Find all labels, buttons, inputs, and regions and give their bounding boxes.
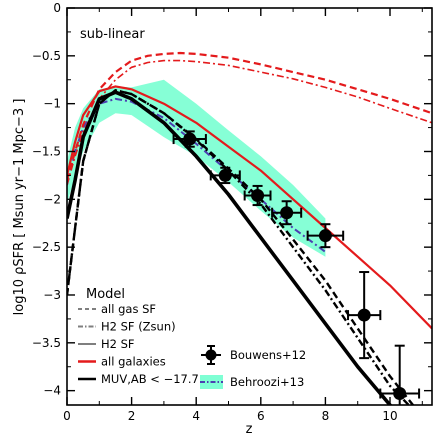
series-line-3 [67, 90, 393, 405]
x-tick-label-1: 2 [128, 409, 136, 423]
legend-model-label-3: all galaxies [101, 355, 166, 369]
legend-bouwens-marker [205, 349, 217, 361]
x-tick-label-4: 8 [322, 409, 330, 423]
y-tick-label-5: −2.5 [32, 240, 61, 254]
bouwens-points-layer [172, 130, 421, 405]
plot-frame [66, 7, 433, 406]
x-tick-label-3: 6 [257, 409, 265, 423]
y-tick-label-8: −4 [43, 384, 61, 398]
panel-label: sub-linear [80, 27, 145, 42]
y-tick-label-0: 0 [53, 1, 61, 15]
bouwens-point-5 [357, 308, 371, 322]
x-tick-label-0: 0 [63, 409, 71, 423]
bouwens-point-4 [318, 229, 332, 243]
y-axis-label: log10 ρSFR [ Msun yr−1 Mpc−3 ] [12, 99, 27, 316]
y-tick-label-7: −3.5 [32, 336, 61, 350]
y-tick-label-6: −3 [43, 288, 61, 302]
legend-model-label-0: all gas SF [101, 302, 156, 316]
legend-model: Model all gas SF H2 SF (Zsun) H2 SF all gal… [78, 287, 199, 386]
legend-model-title: Model [86, 287, 125, 302]
legend-behroozi-label: Behroozi+13 [230, 375, 304, 389]
bouwens-point-3 [280, 206, 294, 220]
y-tick-label-1: −0.5 [32, 49, 61, 63]
series-line-2 [67, 85, 432, 330]
behroozi-band [67, 79, 326, 257]
legend-model-label-1: H2 SF (Zsun) [101, 320, 176, 334]
legend-model-label-4: MUV,AB < −17.7 [101, 372, 199, 386]
legend-model-label-2: H2 SF [101, 337, 135, 351]
bouwens-point-6 [393, 387, 407, 401]
legend-data: Bouwens+12 Behroozi+13 [200, 345, 306, 389]
x-tick-label-5: 10 [382, 409, 397, 423]
y-tick-label-3: −1.5 [32, 144, 61, 158]
x-axis-label: z [246, 422, 253, 437]
legend-bouwens-label: Bouwens+12 [230, 348, 306, 362]
bouwens-point-0 [183, 132, 197, 146]
bouwens-point-1 [218, 168, 232, 182]
tick-layer: 0 2 4 6 8 10 0 −0.5 −1 −1.5 −2 −2.5 −3 −3.5 −4 [32, 1, 432, 423]
bouwens-point-2 [251, 188, 265, 202]
y-tick-label-2: −1 [43, 97, 61, 111]
x-tick-label-2: 4 [192, 409, 200, 423]
y-tick-label-4: −2 [43, 192, 61, 206]
